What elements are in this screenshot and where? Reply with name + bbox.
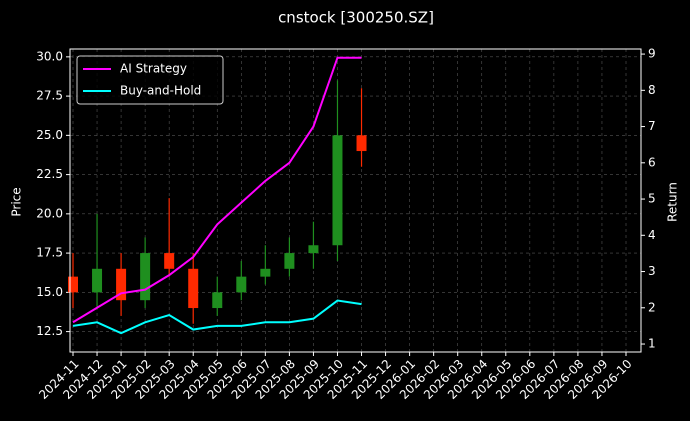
candle-body xyxy=(236,276,247,293)
candle-body xyxy=(68,276,78,293)
y2-tick-label: 8 xyxy=(648,83,656,97)
y2-tick-label: 4 xyxy=(648,228,656,242)
candle-body xyxy=(188,268,199,309)
y-tick-label: 12.5 xyxy=(36,324,63,338)
plot-frame xyxy=(69,48,642,353)
y2-tick-label: 7 xyxy=(648,119,656,133)
y-tick-label: 20.0 xyxy=(36,206,63,220)
return-line xyxy=(72,56,362,324)
legend-label: Buy-and-Hold xyxy=(120,84,201,98)
candle-body xyxy=(356,135,367,152)
y-tick-label: 27.5 xyxy=(36,89,63,103)
legend-box xyxy=(76,55,224,105)
y-tick-label: 17.5 xyxy=(36,246,63,260)
candle-body xyxy=(284,253,295,269)
return-line xyxy=(72,299,362,335)
y-tick-label: 30.0 xyxy=(36,49,63,63)
chart-title: cnstock [300250.SZ] xyxy=(278,9,434,27)
candle-body xyxy=(212,292,223,309)
y2-tick-label: 9 xyxy=(648,47,656,61)
candle-body xyxy=(116,268,127,301)
candle-body xyxy=(332,135,343,246)
y-tick-label: 15.0 xyxy=(36,285,63,299)
candle-body xyxy=(92,268,103,293)
legend-label: AI Strategy xyxy=(120,62,187,76)
y2-tick-label: 3 xyxy=(648,264,656,278)
y-tick-label: 22.5 xyxy=(36,167,63,181)
candle-body xyxy=(164,253,175,269)
y2-axis-label: Return xyxy=(666,182,680,222)
candle-body xyxy=(140,253,151,301)
candle-body xyxy=(308,245,319,254)
candle-body xyxy=(260,268,271,277)
y-tick-label: 25.0 xyxy=(36,128,63,142)
y2-tick-label: 2 xyxy=(648,300,656,314)
y2-tick-label: 6 xyxy=(648,155,656,169)
y-axis-label: Price xyxy=(10,187,24,216)
y2-tick-label: 1 xyxy=(648,337,656,351)
y2-tick-label: 5 xyxy=(648,192,656,206)
